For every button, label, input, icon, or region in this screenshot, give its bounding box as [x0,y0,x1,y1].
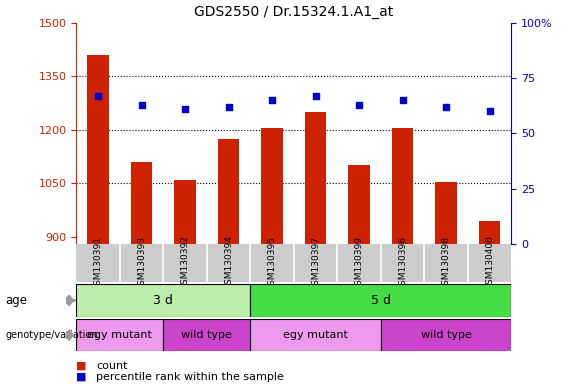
Text: GSM130398: GSM130398 [442,235,450,291]
Text: percentile rank within the sample: percentile rank within the sample [96,372,284,382]
Text: GSM130395: GSM130395 [268,235,276,291]
Point [224,104,233,110]
Bar [261,128,283,244]
Text: GSM130391: GSM130391 [94,235,102,291]
Point [398,97,407,103]
Point [311,93,320,99]
Bar [174,180,196,244]
Bar [87,55,109,244]
Bar [218,139,240,244]
Text: GSM130399: GSM130399 [355,235,363,291]
Bar [348,166,370,244]
Text: GSM130396: GSM130396 [398,235,407,291]
Text: age: age [6,294,28,307]
Bar [76,284,250,317]
Text: GSM130393: GSM130393 [137,235,146,291]
Text: GSM130392: GSM130392 [181,236,189,290]
Point [355,102,364,108]
Point [180,106,189,112]
Text: egy mutant: egy mutant [283,330,348,340]
Text: GSM130397: GSM130397 [311,235,320,291]
Bar [381,319,511,351]
Point [268,97,277,103]
Bar [305,112,327,244]
Text: egy mutant: egy mutant [88,330,152,340]
Text: genotype/variation: genotype/variation [6,330,98,340]
Bar [131,162,153,244]
Text: 5 d: 5 d [371,294,391,307]
Bar [163,319,250,351]
Text: GSM130394: GSM130394 [224,236,233,290]
Text: wild type: wild type [420,330,472,340]
Title: GDS2550 / Dr.15324.1.A1_at: GDS2550 / Dr.15324.1.A1_at [194,5,393,19]
Text: 3 d: 3 d [153,294,173,307]
Point [485,108,494,114]
Bar [435,182,457,244]
Text: ■: ■ [76,361,87,371]
Bar [250,319,381,351]
Bar [392,128,414,244]
Bar [479,221,501,244]
Bar [76,319,163,351]
Text: count: count [96,361,128,371]
Point [442,104,451,110]
Point [94,93,103,99]
Text: GSM130400: GSM130400 [485,236,494,290]
Point [137,102,146,108]
Bar [250,284,511,317]
Text: wild type: wild type [181,330,232,340]
Text: ■: ■ [76,372,87,382]
